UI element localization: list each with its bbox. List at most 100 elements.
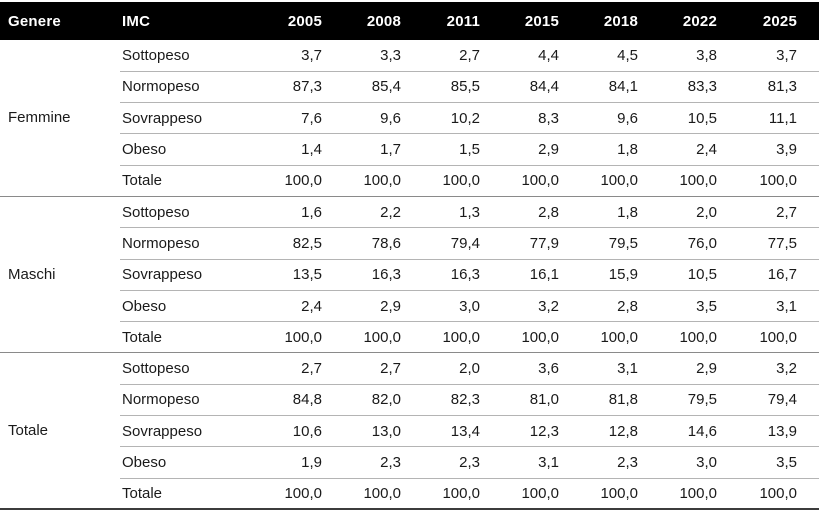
value-cell: 82,5 xyxy=(245,227,324,260)
value-cell: 13,5 xyxy=(245,258,324,291)
value-cell: 100,0 xyxy=(245,164,324,197)
table-row: Totale 100,0 100,0 100,0 100,0 100,0 100… xyxy=(0,321,819,353)
value-cell: 100,0 xyxy=(561,164,640,197)
value-cell: 84,1 xyxy=(561,70,640,103)
value-cell: 100,0 xyxy=(324,164,403,197)
value-cell: 2,4 xyxy=(640,133,719,166)
value-cell: 81,8 xyxy=(561,383,640,416)
value-cell: 3,5 xyxy=(640,289,719,322)
row-label: Sovrappeso xyxy=(120,258,245,291)
value-cell: 10,6 xyxy=(245,415,324,447)
value-cell: 12,8 xyxy=(561,415,640,447)
row-label: Normopeso xyxy=(120,383,245,416)
value-cell: 79,4 xyxy=(719,383,819,416)
table-row: Obeso 1,4 1,7 1,5 2,9 1,8 2,4 3,9 xyxy=(0,133,819,166)
value-cell: 12,3 xyxy=(482,415,561,447)
row-label: Normopeso xyxy=(120,70,245,103)
value-cell: 10,2 xyxy=(403,102,482,134)
value-cell: 3,1 xyxy=(561,352,640,385)
group-label-maschi: Maschi xyxy=(0,195,120,353)
value-cell: 81,0 xyxy=(482,383,561,416)
value-cell: 2,8 xyxy=(561,289,640,322)
column-header-2025: 2025 xyxy=(719,2,819,40)
value-cell: 4,5 xyxy=(617,46,638,64)
value-cell: 10,5 xyxy=(640,258,719,291)
column-header-2008: 2008 xyxy=(324,2,403,40)
value-cell: 2,3 xyxy=(324,446,403,479)
value-cell: 84,8 xyxy=(245,383,324,416)
row-label: Sottopeso xyxy=(122,46,190,64)
column-header-genere: Genere xyxy=(0,2,120,40)
value-cell: 82,0 xyxy=(324,383,403,416)
value-cell: 100,0 xyxy=(640,164,719,197)
value-cell: 2,7 xyxy=(245,352,324,385)
table-header: Genere IMC 2005 2008 2011 2015 2018 2022… xyxy=(0,2,819,40)
value-cell: 100,0 xyxy=(719,321,819,353)
column-header-2018: 2018 xyxy=(561,2,640,40)
value-cell: 3,5 xyxy=(719,446,819,479)
row-label: Obeso xyxy=(120,133,245,166)
value-cell: 4,4 xyxy=(538,46,559,64)
value-cell: 100,0 xyxy=(719,164,819,197)
value-cell: 100,0 xyxy=(719,477,819,510)
value-cell: 100,0 xyxy=(403,477,482,510)
value-cell: 1,3 xyxy=(403,195,482,228)
row-label: Sovrappeso xyxy=(120,102,245,134)
value-cell: 100,0 xyxy=(640,477,719,510)
table-row: Normopeso 82,5 78,6 79,4 77,9 79,5 76,0 … xyxy=(0,227,819,260)
value-cell: 13,9 xyxy=(719,415,819,447)
value-cell: 3,0 xyxy=(640,446,719,479)
value-cell: 16,3 xyxy=(324,258,403,291)
value-cell: 2,8 xyxy=(482,195,561,228)
value-cell: 1,9 xyxy=(245,446,324,479)
value-cell: 13,0 xyxy=(324,415,403,447)
value-cell: 100,0 xyxy=(561,477,640,510)
value-cell: 79,4 xyxy=(403,227,482,260)
row-label: Sottopeso xyxy=(120,195,245,228)
table-row: Totale Sottopeso 2,7 2,7 2,0 3,6 3,1 2,9… xyxy=(0,352,819,510)
value-cell: 3,6 xyxy=(482,352,561,385)
value-cell: 100,0 xyxy=(482,321,561,353)
value-cell: 3,0 xyxy=(403,289,482,322)
value-cell: 16,7 xyxy=(719,258,819,291)
value-cell: 3,7 xyxy=(301,46,322,64)
value-cell: 1,8 xyxy=(561,133,640,166)
value-cell: 2,9 xyxy=(482,133,561,166)
value-cell: 82,3 xyxy=(403,383,482,416)
value-cell: 100,0 xyxy=(403,321,482,353)
value-cell: 10,5 xyxy=(640,102,719,134)
column-header-imc: IMC xyxy=(120,2,245,40)
value-cell: 100,0 xyxy=(324,477,403,510)
value-cell: 2,2 xyxy=(324,195,403,228)
table-row: Obeso 1,9 2,3 2,3 3,1 2,3 3,0 3,5 xyxy=(0,446,819,479)
table-row: Sovrappeso 10,6 13,0 13,4 12,3 12,8 14,6… xyxy=(0,415,819,447)
value-cell: 13,4 xyxy=(403,415,482,447)
table-row: Totale 100,0 100,0 100,0 100,0 100,0 100… xyxy=(0,477,819,510)
value-cell: 3,2 xyxy=(719,352,819,385)
value-cell: 100,0 xyxy=(561,321,640,353)
row-label: Sovrappeso xyxy=(120,415,245,447)
value-cell: 100,0 xyxy=(482,164,561,197)
imc-by-gender-table: Genere IMC 2005 2008 2011 2015 2018 2022… xyxy=(0,2,819,511)
value-cell: 76,0 xyxy=(640,227,719,260)
table-row: Normopeso 84,8 82,0 82,3 81,0 81,8 79,5 … xyxy=(0,383,819,416)
group-label-totale: Totale xyxy=(0,352,120,510)
value-cell: 14,6 xyxy=(640,415,719,447)
table-row: Femmine Sottopeso 3,7 3,3 2,7 4,4 4,5 3,… xyxy=(0,40,819,127)
value-cell: 1,7 xyxy=(324,133,403,166)
value-cell: 16,3 xyxy=(403,258,482,291)
value-cell: 87,3 xyxy=(245,70,324,103)
value-cell: 85,4 xyxy=(324,70,403,103)
value-cell: 83,3 xyxy=(640,70,719,103)
value-cell: 1,5 xyxy=(403,133,482,166)
value-cell: 3,9 xyxy=(719,133,819,166)
table-row: Normopeso 87,3 85,4 85,5 84,4 84,1 83,3 … xyxy=(0,70,819,103)
value-cell: 100,0 xyxy=(245,477,324,510)
value-cell: 100,0 xyxy=(324,321,403,353)
value-cell: 1,8 xyxy=(561,195,640,228)
table-body: Femmine Sottopeso 3,7 3,3 2,7 4,4 4,5 3,… xyxy=(0,40,819,510)
value-cell: 2,7 xyxy=(459,46,480,64)
value-cell: 78,6 xyxy=(324,227,403,260)
value-cell: 77,9 xyxy=(482,227,561,260)
